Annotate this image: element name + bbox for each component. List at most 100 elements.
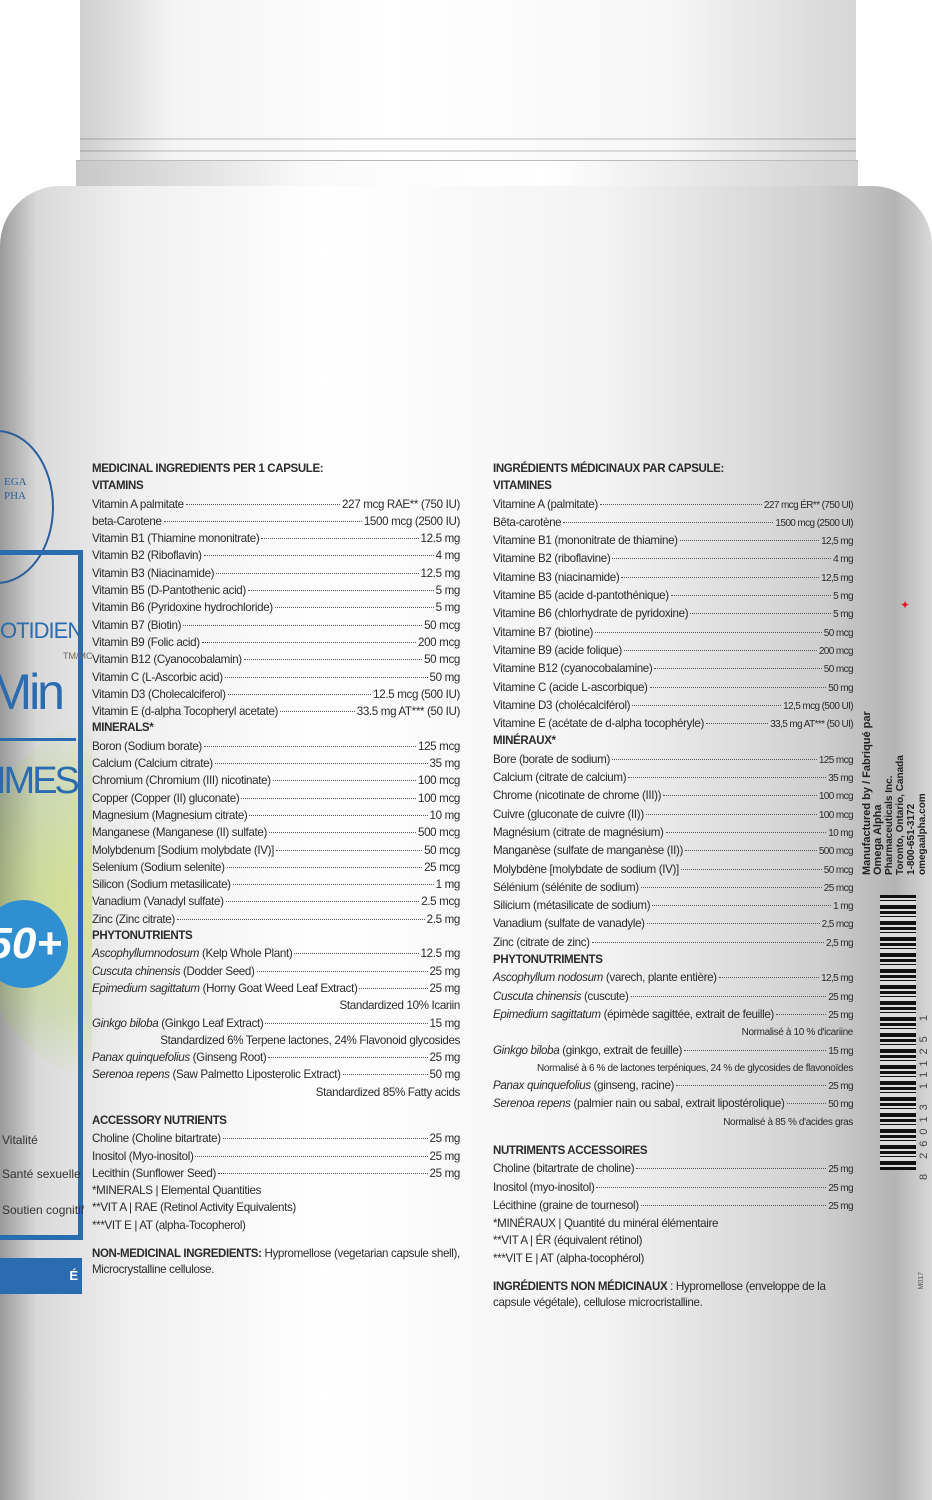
- dot-leader: [645, 813, 817, 815]
- benefit-sexual-health: Santé sexuelle: [2, 1167, 81, 1181]
- ingredient-source: Vitamin B1 (Thiamine mononitrate): [92, 532, 260, 546]
- ingredient-name: Vanadium (sulfate de vanadyle): [493, 915, 645, 932]
- brand-name: itMin: [0, 664, 65, 720]
- ingredient-row: Epimedium sagittatum (épimède sagittée, …: [493, 1006, 854, 1024]
- ingredient-source: (Saw Palmetto Liposterolic Extract): [169, 1068, 341, 1082]
- ingredient-amount: 12.5 mg: [420, 532, 461, 546]
- dot-leader: [342, 1074, 428, 1076]
- ingredient-name: Bêta-carotène: [493, 514, 562, 531]
- dot-leader: [203, 745, 416, 747]
- ingredient-row: Vitamin B12 (Cyanocobalamin) 50 mcg: [92, 651, 460, 668]
- dot-leader: [241, 797, 416, 799]
- dot-leader: [654, 668, 822, 670]
- ingredient-row: Copper (Copper (II) gluconate) 100 mcg: [92, 790, 460, 807]
- ingredient-amount: 100 mcg: [417, 774, 460, 788]
- latin-name: Serenoa repens: [493, 1097, 571, 1111]
- bottle-cap: [80, 0, 856, 165]
- ingredient-row: Silicium (métasilicate de sodium) 1 mg: [493, 897, 854, 915]
- section-heading: VITAMINES: [493, 480, 552, 493]
- footnote: **VIT A | RAE (Retinol Activity Equivale…: [92, 1201, 296, 1215]
- ingredient-row: Vitamine B2 (riboflavine) 4 mg: [493, 550, 854, 568]
- ingredient-amount: 25 mg: [429, 1166, 461, 1180]
- ingredient-name: Vitamin B2 (Riboflavin): [92, 547, 202, 564]
- ingredient-name: Vitamin B5 (D-Pantothenic acid): [92, 582, 246, 599]
- dot-leader: [201, 641, 416, 643]
- ingredient-name: Magnesium (Magnesium citrate): [92, 807, 248, 824]
- ingredient-source: (palmier nain ou sabal, extrait lipostér…: [570, 1097, 785, 1111]
- ingredient-source: (épimède sagittée, extrait de feuille): [600, 1007, 775, 1021]
- ingredient-name: Vitamine B5 (acide d-pantothénique): [493, 587, 669, 604]
- ingredient-name: Vitamine B1 (mononitrate de thiamine): [493, 532, 678, 549]
- ingredient-amount: 50 mcg: [823, 664, 854, 676]
- spacer: [92, 1234, 460, 1246]
- barcode: [880, 895, 916, 1170]
- ingredient-amount: 50 mcg: [823, 864, 854, 876]
- ingredient-name: Vanadium (Vanadyl sulfate): [92, 893, 224, 910]
- ingredient-row: Vitamine B6 (chlorhydrate de pyridoxine)…: [493, 605, 854, 623]
- ingredient-row: Ginkgo biloba (ginkgo, extrait de feuill…: [493, 1042, 854, 1060]
- dot-leader: [775, 1013, 827, 1015]
- ingredient-name: Vitamin B12 (Cyanocobalamin): [92, 651, 242, 668]
- ingredient-row: Vanadium (Vanadyl sulfate) 2.5 mcg: [92, 893, 460, 910]
- ingredient-amount: 100 mcg: [417, 791, 460, 805]
- latin-name: Serenoa repens: [92, 1068, 170, 1082]
- ingredient-row: Choline (Choline bitartrate) 25 mg: [92, 1130, 460, 1147]
- bottle-body: [0, 186, 932, 1500]
- section-title: MEDICINAL INGREDIENTS PER 1 CAPSULE:: [92, 463, 324, 475]
- ingredient-row: Magnesium (Magnesium citrate) 10 mg: [92, 807, 460, 824]
- ingredient-row: Silicon (Sodium metasilicate) 1 mg: [92, 876, 460, 893]
- ingredient-row: Ascophyllumnodosum (Kelp Whole Plant) 12.…: [92, 945, 460, 962]
- ingredient-name: Choline (bitartrate de choline): [493, 1160, 635, 1177]
- maple-leaf-icon: ✦: [900, 598, 911, 612]
- ingredient-row: Vitamine E (acétate de d-alpha tocophéry…: [493, 715, 854, 733]
- ingredient-row: Vitamine B7 (biotine) 50 mcg: [493, 624, 854, 642]
- ingredient-row: Vitamin B5 (D-Pantothenic acid) 5 mg: [92, 582, 460, 599]
- latin-name: Epimedium sagittatum: [92, 981, 200, 995]
- ingredient-name: Vitamin A palmitate: [92, 496, 184, 513]
- footnote: ***VIT E | AT (alpha-Tocopherol): [92, 1218, 246, 1232]
- ingredient-row: beta-Carotene 1500 mcg (2500 IU): [92, 513, 460, 530]
- ingredient-amount: 12,5 mg: [821, 572, 854, 584]
- dot-leader: [649, 686, 827, 688]
- ingredient-name: Epimedium sagittatum (Horny Goat Weed Le…: [92, 980, 358, 997]
- ingredient-amount: 50 mcg: [424, 653, 460, 667]
- blue-frame: [0, 550, 83, 1240]
- ingredient-amount: 50 mcg: [823, 627, 854, 639]
- latin-name: Panax quinquefolius: [92, 1051, 190, 1065]
- dot-leader: [612, 558, 832, 560]
- non-medicinal-text: : Hypromellose (enveloppe de la capsule …: [493, 1280, 826, 1310]
- ingredient-row: Vitamin C (L-Ascorbic acid) 50 mg: [92, 669, 460, 686]
- ingredient-name: Vitamin B9 (Folic acid): [92, 634, 200, 651]
- section-title: INGRÉDIENTS MÉDICINAUX PAR CAPSULE:: [493, 463, 724, 475]
- ingredient-source: Magnésium (citrate de magnésium): [493, 825, 664, 839]
- ingredient-amount: 2.5 mcg: [421, 895, 460, 909]
- ingredient-source: Vitamine B6 (chlorhydrate de pyridoxine): [493, 607, 689, 621]
- ingredient-name: beta-Carotene: [92, 513, 162, 530]
- dot-leader: [222, 1138, 428, 1140]
- dot-leader: [632, 704, 782, 706]
- ingredient-source: Lecithin (Sunflower Seed): [92, 1166, 217, 1180]
- ingredient-name: Vitamin B3 (Niacinamide): [92, 565, 215, 582]
- ingredient-amount: 25 mg: [429, 1051, 461, 1065]
- ingredient-amount: 100 mcg: [818, 809, 854, 821]
- ingredient-row: Zinc (citrate de zinc) 2,5 mg: [493, 934, 854, 952]
- section-heading: NUTRIMENTS ACCESSOIRES: [493, 1144, 648, 1157]
- ingredients-english: MEDICINAL INGREDIENTS PER 1 CAPSULE: VITA…: [92, 461, 460, 1278]
- dot-leader: [623, 649, 817, 651]
- standardization-note: Normalisé à 10 % d'icariine: [741, 1027, 854, 1039]
- ingredient-row: Serenoa repens (Saw Palmetto Liposteroli…: [92, 1066, 460, 1083]
- ingredient-source: Lécithine (graine de tournesol): [493, 1198, 639, 1212]
- ingredient-source: Vitamine B2 (riboflavine): [493, 552, 611, 566]
- ingredient-name: Chromium (Chromium (III) nicotinate): [92, 772, 271, 789]
- ingredient-source: Selenium (Sodium selenite): [92, 860, 225, 874]
- ingredient-source: Choline (bitartrate de choline): [493, 1162, 635, 1176]
- brand-top: OTIDIEN: [0, 618, 83, 643]
- ingredient-amount: 50 mg: [429, 1068, 461, 1082]
- ingredient-row: Vitamine B12 (cyanocobalamine) 50 mcg: [493, 660, 854, 678]
- dot-leader: [640, 1204, 827, 1206]
- dot-leader: [563, 521, 774, 523]
- ingredient-source: Boron (Sodium borate): [92, 739, 202, 753]
- ingredient-amount: 12,5 mg: [821, 536, 854, 548]
- ingredient-amount: 227 mcg ÉR** (750 UI): [763, 499, 854, 511]
- ingredient-row: Inositol (myo-inositol) 25 mg: [493, 1179, 854, 1197]
